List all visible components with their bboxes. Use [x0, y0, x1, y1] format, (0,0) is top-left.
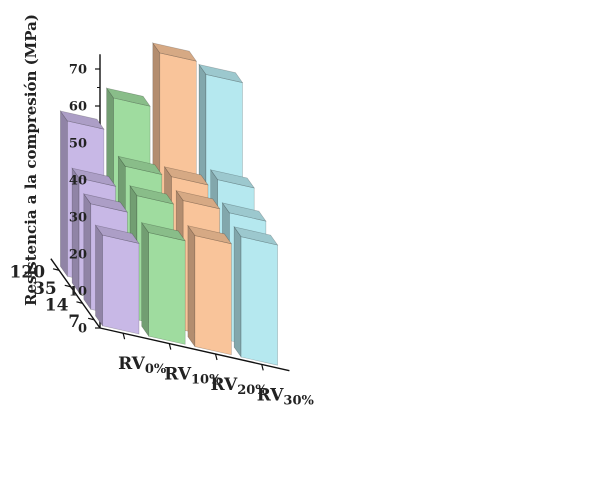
bar-top [71, 167, 117, 187]
series-tick [122, 333, 126, 340]
bar-top [163, 166, 209, 186]
bar [141, 221, 186, 345]
category-label: 7 [68, 312, 80, 332]
bar-front [194, 235, 232, 356]
bar-top [221, 202, 267, 222]
bar [233, 225, 279, 366]
series-label: RV20% [211, 375, 269, 398]
category-tick [76, 301, 83, 304]
bar [187, 224, 233, 356]
bar-side [233, 225, 242, 358]
bar-top [152, 42, 197, 62]
bar-side [95, 224, 103, 327]
series-tick [214, 353, 218, 361]
y-tick-label: 40 [69, 174, 87, 189]
y-axis-label: Resistencia a la compresión (MPa) [22, 14, 40, 306]
bar-front [102, 234, 140, 335]
bar-side [187, 224, 196, 348]
y-tick-label: 20 [69, 248, 87, 263]
bar-top [233, 226, 279, 246]
category-label: 14 [45, 295, 69, 315]
series-axis-line [99, 327, 290, 372]
bar-top [83, 193, 128, 213]
bar [94, 224, 140, 335]
y-tick-label: 30 [69, 211, 87, 226]
series-label: RV0% [118, 354, 167, 377]
bar-top [105, 87, 151, 107]
y-tick-label: 70 [69, 63, 87, 78]
series-tick [168, 343, 172, 350]
bar-top [175, 190, 221, 210]
bar-top [94, 224, 140, 244]
category-tick [64, 284, 71, 288]
bar-top [117, 155, 163, 175]
series-label: RV10% [164, 365, 222, 388]
bar-top [141, 222, 186, 242]
series-tick [261, 364, 264, 371]
bar-top [198, 64, 244, 84]
category-tick [88, 317, 95, 321]
bar-top [187, 225, 233, 245]
y-tick-label: 0 [78, 322, 87, 337]
category-label: 120 [10, 262, 46, 282]
bar-side [141, 221, 149, 338]
y-tick-label: 50 [69, 137, 87, 152]
bar-front [148, 232, 186, 345]
y-tick-label: 60 [69, 100, 87, 115]
bar-side [60, 110, 68, 278]
category-tick [52, 268, 60, 271]
bars [59, 42, 279, 366]
category-label: 35 [33, 279, 57, 299]
bar-top [210, 169, 255, 189]
labels: 0 10 20 30 40 50 60 70 Resistencia a la compresi… [10, 14, 315, 408]
bar-top [59, 110, 105, 130]
y-tick-label: 10 [69, 285, 87, 300]
series-label: RV30% [257, 385, 315, 408]
bar-front [240, 236, 278, 366]
bar-top [129, 185, 175, 205]
